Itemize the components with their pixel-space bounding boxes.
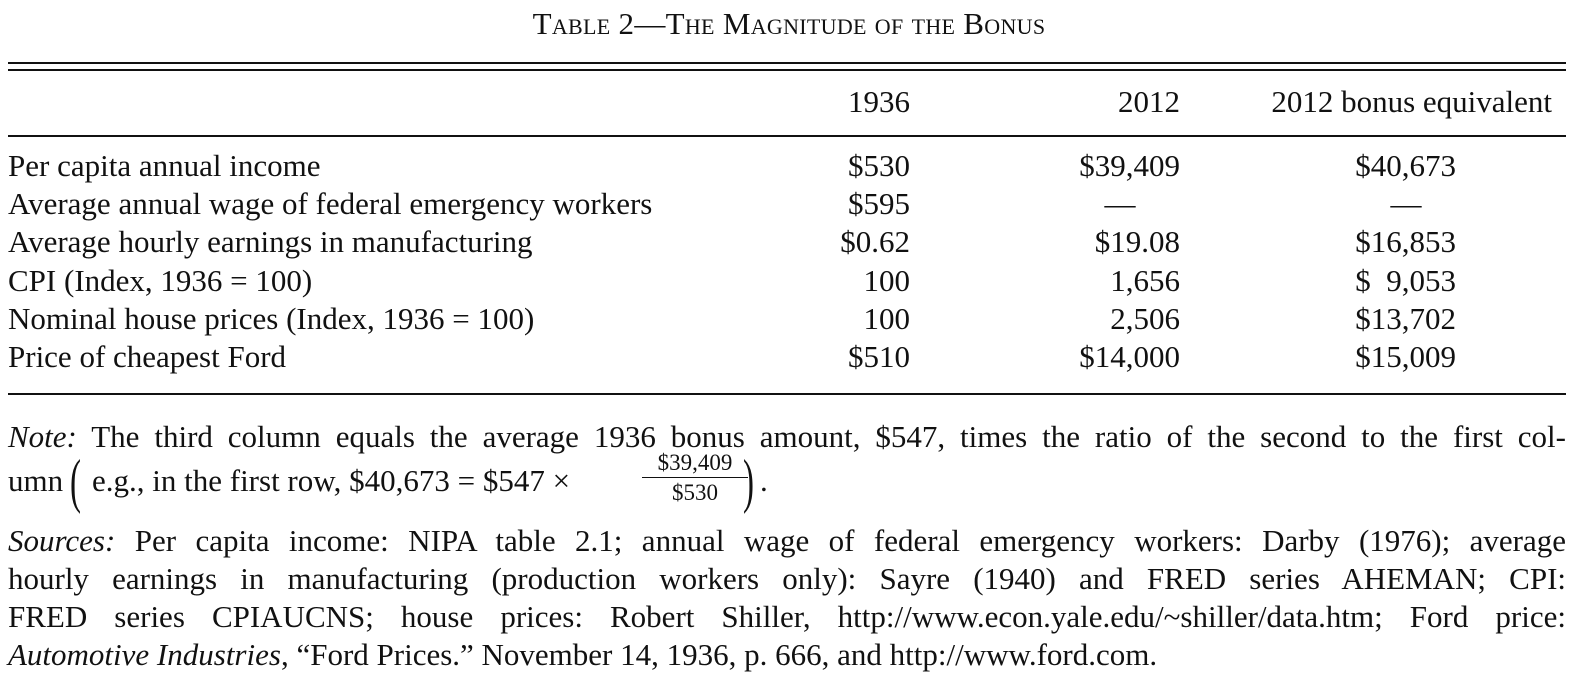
row-label: Price of cheapest Ford <box>8 338 287 374</box>
cell-1936: $530 <box>848 148 910 183</box>
cell-bonus: $40,673 <box>1355 148 1456 183</box>
sources-line-2: hourly earnings in manufacturing (produc… <box>8 561 1566 596</box>
sources-line-4: Automotive Industries, “Ford Prices.” No… <box>8 636 1566 674</box>
cell-1936: $595 <box>848 186 910 222</box>
cell-2012: $19.08 <box>1094 224 1180 260</box>
cell-bonus: $16,853 <box>1355 224 1456 260</box>
sources-italic-title: Automotive Industries <box>8 637 281 672</box>
header-rule <box>8 135 1566 137</box>
table-row: Price of cheapest Ford $510 $14,000 $15,… <box>0 338 1578 376</box>
table-body: Per capita annual income $530 $39,409 $4… <box>0 147 1578 376</box>
table-row: Average hourly earnings in manufacturing… <box>0 223 1578 261</box>
cell-1936: 100 <box>863 300 911 336</box>
row-label: Average annual wage of federal emergency… <box>8 186 653 222</box>
table-row: Average annual wage of federal emergency… <box>0 185 1578 223</box>
note-line-2: umn ( e.g., in the first row, $40,673 = … <box>8 448 1566 514</box>
column-header-1936: 1936 <box>848 84 910 119</box>
note-line-2-start: umn <box>8 463 64 498</box>
cell-bonus: — <box>1390 186 1422 222</box>
sources-text-1: Per capita income: NIPA table 2.1; annua… <box>134 523 1566 558</box>
fraction-numerator: $39,409 <box>642 450 748 478</box>
table-title: Table 2—The Magnitude of the Bonus <box>532 6 1046 41</box>
table-row: Per capita annual income $530 $39,409 $4… <box>0 147 1578 185</box>
row-label: Average hourly earnings in manufacturing <box>8 224 533 260</box>
cell-2012: $39,409 <box>1079 148 1180 183</box>
note-line-2-text: e.g., in the first row, $40,673 = $547 × <box>92 463 571 498</box>
cell-bonus: $15,009 <box>1355 338 1456 374</box>
right-paren: ) <box>743 448 754 514</box>
cell-2012: 2,506 <box>1110 300 1180 336</box>
column-header-2012: 2012 <box>1118 84 1180 119</box>
cell-1936: 100 <box>863 262 911 298</box>
row-label: Per capita annual income <box>8 148 321 183</box>
cell-2012: — <box>1104 186 1136 222</box>
cell-bonus: $13,702 <box>1355 300 1456 336</box>
top-double-rule-lower <box>8 69 1566 71</box>
table-row: Nominal house prices (Index, 1936 = 100)… <box>0 300 1578 338</box>
cell-2012: 1,656 <box>1110 262 1180 298</box>
column-header-bonus-equivalent: 2012 bonus equivalent <box>1271 84 1552 119</box>
bottom-rule <box>8 393 1566 395</box>
note-text-1: The third column equals the average 1936… <box>91 419 1566 454</box>
sources-label: Sources: <box>8 523 116 558</box>
cell-2012: $14,000 <box>1079 338 1180 374</box>
note-line-2-end: . <box>760 463 768 498</box>
cell-1936: $510 <box>848 338 910 374</box>
row-label: Nominal house prices (Index, 1936 = 100) <box>8 300 535 336</box>
sources-line-3: FRED series CPIAUCNS; house prices: Robe… <box>8 599 1566 634</box>
row-label: CPI (Index, 1936 = 100) <box>8 262 313 298</box>
cell-1936: $0.62 <box>840 224 910 260</box>
note-label: Note: <box>8 419 77 454</box>
sources-line-1: Sources: Per capita income: NIPA table 2… <box>8 522 1566 560</box>
note-line-1: Note: The third column equals the averag… <box>8 418 1566 456</box>
fraction-denominator: $530 <box>672 480 718 505</box>
ratio-fraction: $39,409 $530 <box>642 450 748 506</box>
sources-text-4: , “Ford Prices.” November 14, 1936, p. 6… <box>280 637 1158 672</box>
top-double-rule-upper <box>8 62 1566 64</box>
left-paren: ( <box>70 448 81 514</box>
cell-bonus: $ 9,053 <box>1355 262 1456 298</box>
table-row: CPI (Index, 1936 = 100) 100 1,656 $ 9,05… <box>0 262 1578 300</box>
